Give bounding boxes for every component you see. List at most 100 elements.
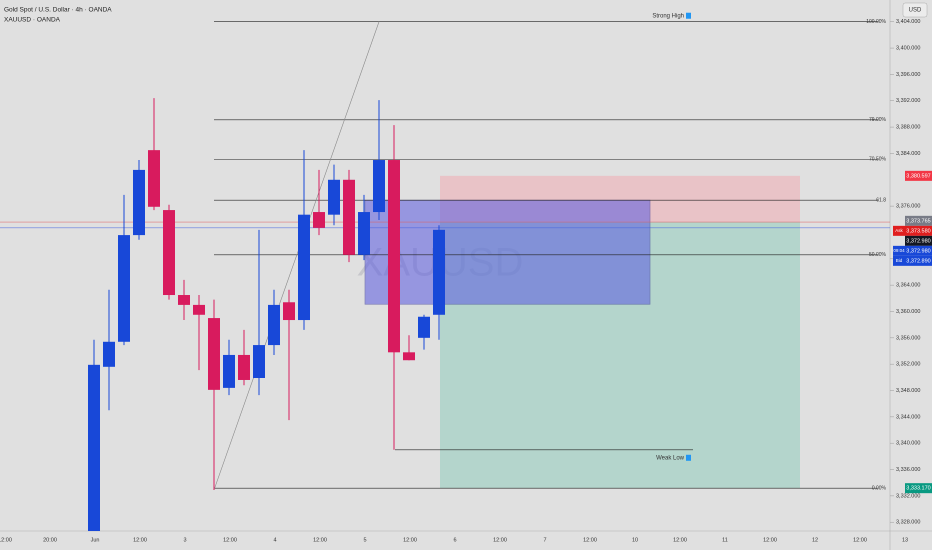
price-tag-label: 3,372.890 <box>906 258 930 264</box>
price-tag-extra <box>893 245 905 256</box>
candle-body <box>403 352 415 361</box>
price-tag <box>905 170 932 181</box>
candle-body <box>328 179 340 215</box>
x-tick-label: 12:00 <box>493 537 507 543</box>
x-tick-label: 5 <box>363 537 366 543</box>
price-tag-label: 3,373.765 <box>906 218 930 224</box>
fib-label: 100.00% <box>866 19 886 25</box>
price-tag <box>905 483 932 494</box>
price-tag-label: 3,380.597 <box>906 173 930 179</box>
weak-low-label: Weak Low <box>656 455 685 461</box>
candle-body <box>238 354 250 380</box>
candle-body <box>88 364 100 531</box>
y-tick-label: 3,364.000 <box>896 283 920 289</box>
y-tick-label: 3,332.000 <box>896 493 920 499</box>
y-tick-label: 3,356.000 <box>896 335 920 341</box>
candle-body <box>343 179 355 255</box>
y-tick-label: 3,348.000 <box>896 388 920 394</box>
candle-body <box>193 304 205 315</box>
candle-body <box>283 302 295 321</box>
price-tag-extra-label: 09:04 <box>893 248 905 253</box>
currency-button[interactable] <box>902 2 928 18</box>
y-tick-label: 3,376.000 <box>896 204 920 210</box>
x-tick-label: 12:00 <box>0 537 12 543</box>
y-tick-label: 3,360.000 <box>896 309 920 315</box>
strong-high-icon <box>686 12 691 19</box>
x-tick-label: Jun <box>91 537 100 543</box>
candle-body <box>268 304 280 346</box>
y-tick-label: 3,384.000 <box>896 151 920 157</box>
price-tag-extra-label: Ask <box>895 228 903 233</box>
order-block <box>364 199 651 305</box>
weak-low-icon <box>686 454 691 461</box>
x-tick-label: 7 <box>543 537 546 543</box>
y-tick-label: 3,404.000 <box>896 19 920 25</box>
candle-body <box>373 160 385 213</box>
candle-body <box>298 214 310 321</box>
x-tick-label: 12:00 <box>763 537 777 543</box>
fib-label: 0.00% <box>872 486 887 492</box>
x-tick-label: 3 <box>183 537 186 543</box>
y-tick-label: 3,352.000 <box>896 362 920 368</box>
currency[interactable]: USD <box>909 8 922 14</box>
y-tick-label: 3,396.000 <box>896 72 920 78</box>
chart-title: Gold Spot / U.S. Dollar · 4h · OANDA <box>4 7 112 14</box>
price-tag <box>905 255 932 266</box>
x-tick-label: 4 <box>273 537 276 543</box>
candle-body <box>433 229 445 315</box>
x-tick-label: 12 <box>812 537 818 543</box>
price-tag-label: 3,372.980 <box>906 248 930 254</box>
candle-body <box>148 150 160 207</box>
candle-body <box>388 160 400 353</box>
x-tick-label: 12:00 <box>133 537 147 543</box>
candle-body <box>358 212 370 255</box>
y-tick-label: 3,328.000 <box>896 520 920 526</box>
price-tag <box>905 245 932 256</box>
candle-body <box>418 316 430 338</box>
price-tag <box>905 235 932 246</box>
x-tick-label: 12:00 <box>853 537 867 543</box>
fib-label: 50.00% <box>869 252 887 258</box>
candle-body <box>178 295 190 305</box>
x-tick-label: 12:00 <box>313 537 327 543</box>
fib-label: 79.00% <box>869 117 887 123</box>
x-tick-label: 12:00 <box>223 537 237 543</box>
candle-body <box>223 354 235 388</box>
x-tick-label: 10 <box>632 537 638 543</box>
candle-body <box>118 235 130 342</box>
y-tick-label: 3,336.000 <box>896 467 920 473</box>
fib-label: 61.8 <box>876 198 886 204</box>
candle-body <box>103 341 115 367</box>
price-tag-extra <box>893 225 905 236</box>
strong-high-label: Strong High <box>652 13 684 19</box>
price-tag-label: 3,333.170 <box>906 486 930 492</box>
candle-body <box>253 345 265 378</box>
price-tag-label: 3,372.980 <box>906 238 930 244</box>
price-tag <box>905 225 932 236</box>
price-tag-extra-label: Bid <box>896 258 903 263</box>
candle-body <box>163 210 175 296</box>
x-tick-label: 12:00 <box>403 537 417 543</box>
x-tick-label: 20:00 <box>43 537 57 543</box>
zigzag <box>213 21 380 491</box>
y-tick-label: 3,388.000 <box>896 125 920 131</box>
fib-label: 70.50% <box>869 157 887 163</box>
y-tick-label: 3,344.000 <box>896 414 920 420</box>
x-tick-label: 12:00 <box>583 537 597 543</box>
candle-body <box>313 212 325 228</box>
x-tick-label: 12:00 <box>673 537 687 543</box>
candle-body <box>208 318 220 390</box>
y-tick-label: 3,400.000 <box>896 46 920 52</box>
price-tag-label: 3,373.580 <box>906 228 930 234</box>
y-tick-label: 3,392.000 <box>896 98 920 104</box>
price-tag-extra <box>893 255 905 266</box>
chart-subtitle: XAUUSD · OANDA <box>4 17 61 24</box>
plot: XAUUSD <box>0 21 890 531</box>
x-tick-label: 13 <box>902 537 908 543</box>
y-tick-label: 3,340.000 <box>896 441 920 447</box>
x-tick-label: 6 <box>453 537 456 543</box>
candle-body <box>133 169 145 236</box>
x-tick-label: 11 <box>722 537 728 543</box>
price-tag <box>905 215 932 226</box>
